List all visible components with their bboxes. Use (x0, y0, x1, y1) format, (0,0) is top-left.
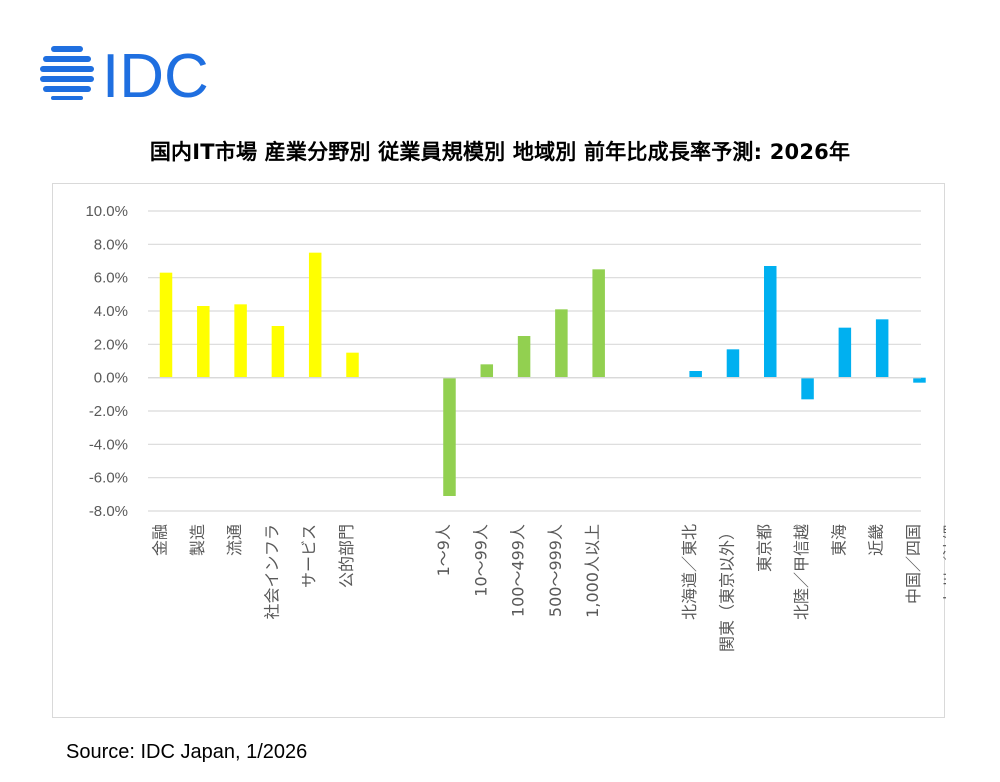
y-tick-label: 2.0% (94, 336, 128, 353)
bar (764, 266, 777, 378)
y-tick-label: -4.0% (89, 436, 128, 453)
x-tick-label: 製造 (188, 524, 207, 556)
bar (913, 377, 926, 383)
chart-title: 国内IT市場 産業分野別 従業員規模別 地域別 前年比成長率予測: 2026年 (149, 140, 851, 164)
bar (555, 309, 568, 378)
x-tick-label: 100〜499人 (509, 524, 528, 617)
bar (234, 304, 247, 378)
bar-chart: -8.0% -6.0% -4.0% -2.0% 0.0% 2.0% 4.0% 6.0% 8.0%… (85, 203, 946, 652)
x-tick-label: 東海 (829, 524, 848, 556)
y-tick-label: -8.0% (89, 503, 128, 520)
bar (838, 327, 852, 378)
bar (480, 364, 494, 378)
x-tick-label: 公的部門 (337, 524, 356, 588)
bar (801, 377, 814, 400)
x-tick-label: 中国／四国 (904, 524, 923, 604)
chart-area: -8.0% -6.0% -4.0% -2.0% 0.0% 2.0% 4.0% 6.0% 8.0%… (52, 183, 946, 718)
x-tick-label: 1,000人以上 (583, 524, 602, 618)
logo-text: IDC (102, 42, 209, 102)
bar (308, 252, 322, 378)
bar (159, 272, 173, 378)
y-tick-label: 10.0% (85, 203, 128, 220)
x-tick-label: 九州／沖縄 (941, 524, 946, 604)
bar (875, 319, 889, 378)
bar (443, 377, 456, 496)
x-tick-label: 1〜9人 (434, 524, 453, 576)
y-tick-label: 8.0% (94, 236, 128, 253)
x-tick-label: 500〜999人 (546, 524, 565, 617)
bar (271, 326, 285, 378)
x-tick-label: 社会インフラ (262, 524, 281, 620)
x-tick-label: サービス (300, 524, 319, 588)
bar (517, 336, 531, 378)
bar (592, 269, 605, 378)
x-tick-label: 関東（東京以外） (717, 524, 736, 652)
y-tick-label: 6.0% (94, 270, 128, 287)
x-tick-label: 東京都 (755, 524, 774, 572)
source-note: Source: IDC Japan, 1/2026 (66, 741, 308, 763)
bar (346, 352, 359, 378)
bar (197, 306, 210, 378)
bar (726, 349, 740, 378)
x-tick-label: 近畿 (867, 524, 886, 556)
x-tick-label: 北陸／甲信越 (792, 524, 811, 620)
idc-logo: IDC (40, 42, 209, 102)
x-tick-label: 流通 (225, 524, 244, 556)
x-tick-label: 10〜99人 (471, 524, 490, 597)
bar (689, 371, 702, 378)
y-tick-label: -2.0% (89, 403, 128, 420)
x-tick-label: 北海道／東北 (680, 524, 699, 620)
y-tick-label: -6.0% (89, 470, 128, 487)
y-tick-label: 4.0% (94, 303, 128, 320)
x-tick-label: 金融 (151, 524, 170, 556)
globe-icon (40, 46, 94, 100)
y-tick-label: 0.0% (94, 370, 128, 387)
